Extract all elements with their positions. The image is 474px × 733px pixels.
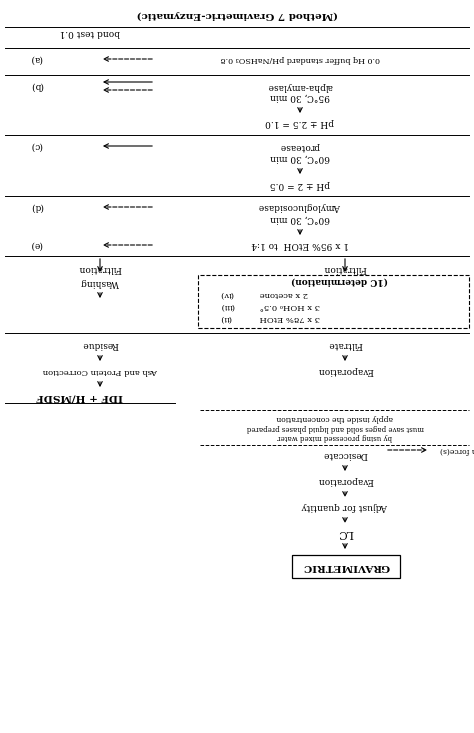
Text: 3 x HOHₒ 0.5°: 3 x HOHₒ 0.5° xyxy=(260,302,320,310)
Text: 0.0 Hq buffer standard pH/NaHSO₃ 0.8: 0.0 Hq buffer standard pH/NaHSO₃ 0.8 xyxy=(220,55,380,63)
Text: (d): (d) xyxy=(30,202,43,212)
Text: Filtration: Filtration xyxy=(323,263,367,273)
Text: 1 x 95% EtOH  to 1:4: 1 x 95% EtOH to 1:4 xyxy=(251,240,349,249)
Text: (iii): (iii) xyxy=(220,302,234,310)
Text: (vii)  solution force(s): (vii) solution force(s) xyxy=(440,446,474,454)
Text: Ash and Protein Correction: Ash and Protein Correction xyxy=(42,367,158,375)
Text: (a): (a) xyxy=(30,54,43,64)
Text: LC: LC xyxy=(337,528,353,538)
Text: apply inside the concentration: apply inside the concentration xyxy=(277,414,393,422)
Text: (e): (e) xyxy=(30,240,43,249)
Text: (1C determination): (1C determination) xyxy=(292,276,389,285)
Text: (Method 7 Gravimetric-Enzymatic): (Method 7 Gravimetric-Enzymatic) xyxy=(137,10,337,20)
Text: Filtrate: Filtrate xyxy=(328,341,362,350)
Text: GRAVIMETRIC: GRAVIMETRIC xyxy=(302,562,390,571)
Text: protease: protease xyxy=(280,141,320,150)
Text: must save pages solid and liquid phases prepared: must save pages solid and liquid phases … xyxy=(246,424,424,432)
Bar xyxy=(198,275,469,328)
Text: (iv): (iv) xyxy=(220,290,234,298)
Text: 2 x acetone: 2 x acetone xyxy=(260,290,308,298)
Text: 60°C, 30 min: 60°C, 30 min xyxy=(270,215,330,224)
Text: 3 x 78% EtOH: 3 x 78% EtOH xyxy=(260,314,320,322)
Text: Evaporation: Evaporation xyxy=(317,366,373,375)
Text: Adjust for quantity: Adjust for quantity xyxy=(302,503,388,512)
Text: 60°C, 30 min: 60°C, 30 min xyxy=(270,153,330,163)
Text: pH ± 2.5 = 1.0: pH ± 2.5 = 1.0 xyxy=(265,119,335,128)
Bar xyxy=(292,555,400,578)
Text: (b): (b) xyxy=(30,81,43,90)
Text: alpha-amylase: alpha-amylase xyxy=(267,81,333,90)
Text: Filtration: Filtration xyxy=(78,263,122,273)
Text: bond test 0.1: bond test 0.1 xyxy=(60,29,120,37)
Text: Amyloglucosidase: Amyloglucosidase xyxy=(259,202,341,212)
Text: Residue: Residue xyxy=(82,341,118,350)
Text: by using processed mixed water: by using processed mixed water xyxy=(278,433,392,441)
Text: 95°C, 30 min: 95°C, 30 min xyxy=(270,92,330,101)
Text: Washing: Washing xyxy=(81,278,119,287)
Text: Desiccate: Desiccate xyxy=(323,451,367,460)
Text: (c): (c) xyxy=(30,141,42,150)
Text: (ii): (ii) xyxy=(220,314,232,322)
Text: pH ± 2 = 0.5: pH ± 2 = 0.5 xyxy=(270,180,330,188)
Text: Evaporation: Evaporation xyxy=(317,476,373,485)
Text: IDF + H/MSDF: IDF + H/MSDF xyxy=(36,392,123,402)
